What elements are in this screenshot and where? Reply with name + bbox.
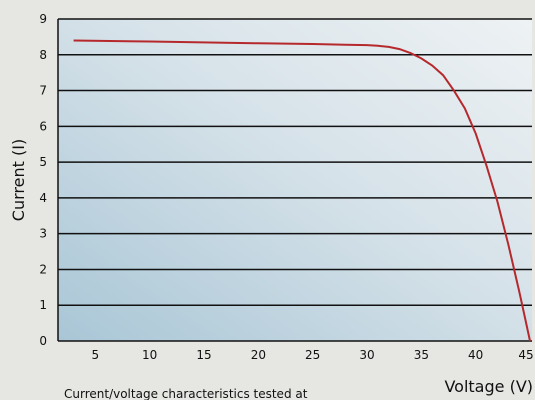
y-tick-label: 0 (39, 334, 47, 348)
gridlines (57, 18, 532, 342)
y-tick-label: 9 (39, 12, 47, 26)
x-axis-title: Voltage (V) (444, 377, 533, 396)
plot-area-background (58, 19, 532, 341)
current-voltage-curve (73, 39, 531, 342)
y-tick-label: 4 (39, 191, 47, 205)
x-tick-label: 10 (142, 348, 157, 362)
y-tick-label: 3 (39, 227, 47, 241)
y-tick-label: 5 (39, 155, 47, 169)
x-tick-label: 25 (305, 348, 320, 362)
x-tick-label: 30 (359, 348, 374, 362)
x-tick-label: 40 (468, 348, 483, 362)
x-tick-label: 5 (92, 348, 100, 362)
y-tick-label: 6 (39, 119, 47, 133)
y-axis-title: Current (I) (9, 139, 28, 221)
x-tick-labels: 5 10 15 20 25 30 35 40 45 (92, 348, 534, 362)
x-tick-label: 35 (414, 348, 429, 362)
chart-caption: Current/voltage characteristics tested a… (64, 387, 308, 400)
y-tick-labels: 0 1 2 3 4 5 6 7 8 9 (39, 12, 47, 348)
y-tick-label: 1 (39, 298, 47, 312)
x-tick-label: 45 (518, 348, 533, 362)
x-tick-label: 20 (251, 348, 266, 362)
y-tick-label: 8 (39, 48, 47, 62)
y-tick-label: 7 (39, 84, 47, 98)
y-tick-label: 2 (39, 262, 47, 276)
x-tick-label: 15 (196, 348, 211, 362)
